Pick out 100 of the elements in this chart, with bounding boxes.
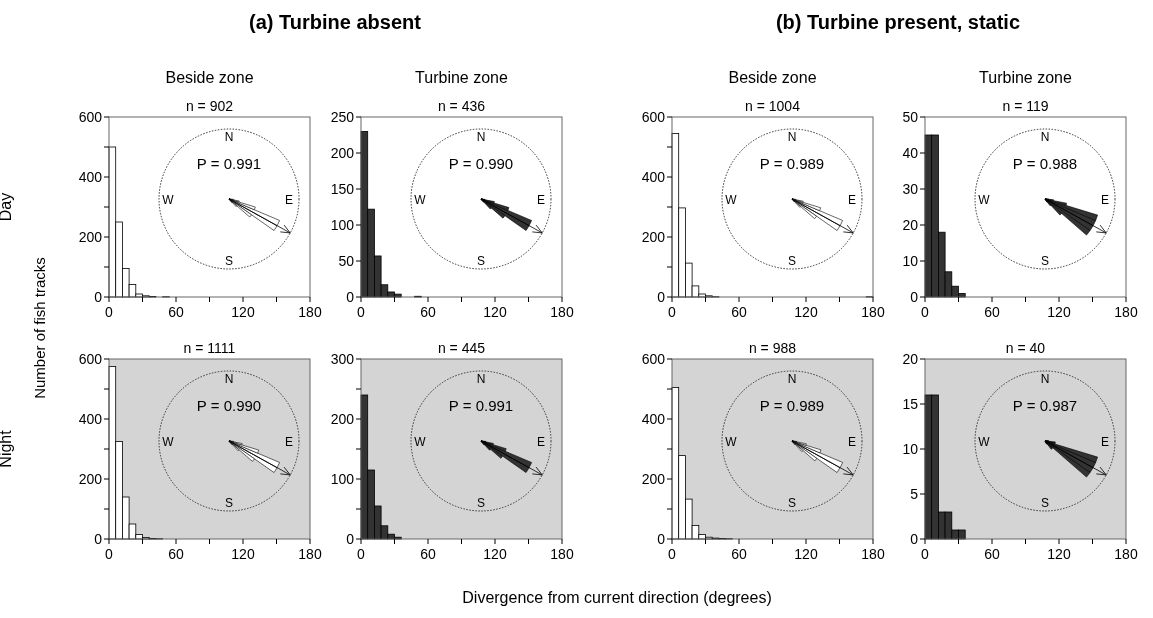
x-tick-label: 0 <box>668 546 677 562</box>
annotation: W <box>414 193 427 207</box>
annotation: N <box>787 372 797 386</box>
chart-title: n = 988 <box>748 340 797 356</box>
y-tick-label: 600 <box>641 108 666 125</box>
annotation: P = 0.991 <box>196 155 262 172</box>
chart-title: n = 1111 <box>183 340 236 356</box>
x-tick-label: 60 <box>984 304 1000 320</box>
y-tick-label: 15 <box>902 395 919 412</box>
chart-title: n = 40 <box>1005 340 1046 356</box>
annotation: E <box>847 193 857 207</box>
y-tick-label: 600 <box>78 350 103 367</box>
y-tick-label: 0 <box>346 530 355 547</box>
y-tick-label: 0 <box>657 530 666 547</box>
x-tick-label: 180 <box>550 304 574 320</box>
chart-title: n = 902 <box>185 98 234 114</box>
y-tick-label: 0 <box>94 530 103 547</box>
x-tick-label: 120 <box>1047 546 1071 562</box>
y-tick-label: 200 <box>78 228 103 245</box>
x-tick-label: 120 <box>794 546 818 562</box>
x-tick-label: 180 <box>550 546 574 562</box>
annotation: S <box>224 496 234 510</box>
annotation: P = 0.989 <box>759 397 825 414</box>
y-tick-label: 50 <box>338 252 355 269</box>
x-axis-title: Divergence from current direction (degrees) <box>462 589 772 606</box>
annotation: S <box>1040 496 1050 510</box>
y-tick-label: 300 <box>330 350 355 367</box>
y-tick-label: 20 <box>902 350 919 367</box>
annotation: W <box>162 435 175 449</box>
y-tick-label: 200 <box>330 144 355 161</box>
annotation: P = 0.987 <box>1012 397 1078 414</box>
annotation: P = 0.989 <box>759 155 825 172</box>
x-tick-label: 60 <box>984 546 1000 562</box>
annotation: W <box>978 193 991 207</box>
x-tick-label: 60 <box>420 546 436 562</box>
x-tick-label: 0 <box>105 546 114 562</box>
text: (b) Turbine present, static <box>775 11 1021 33</box>
y-tick-label: 400 <box>78 410 103 427</box>
y-tick-label: 200 <box>78 470 103 487</box>
chart-title: n = 119 <box>1002 98 1049 114</box>
annotation: E <box>284 435 294 449</box>
text: Day <box>0 192 14 222</box>
chart-title: n = 1004 <box>745 98 801 114</box>
text: Beside zone <box>728 69 817 86</box>
x-tick-label: 0 <box>668 304 677 320</box>
text: (a) Turbine absent <box>249 11 422 33</box>
annotation: E <box>1100 193 1110 207</box>
annotation: S <box>224 254 234 268</box>
x-tick-label: 0 <box>357 546 366 562</box>
y-tick-label: 100 <box>330 216 355 233</box>
annotation: N <box>476 130 486 144</box>
y-tick-label: 200 <box>641 228 666 245</box>
y-tick-label: 0 <box>346 288 355 305</box>
annotation: W <box>162 193 175 207</box>
y-tick-label: 0 <box>657 288 666 305</box>
y-tick-label: 10 <box>902 252 919 269</box>
y-tick-label: 0 <box>910 530 919 547</box>
annotation: P = 0.990 <box>196 397 262 414</box>
x-tick-label: 0 <box>921 304 930 320</box>
y-tick-label: 50 <box>902 108 919 125</box>
annotation: E <box>1100 435 1110 449</box>
x-tick-label: 180 <box>1114 546 1138 562</box>
x-tick-label: 180 <box>861 546 885 562</box>
chart-title: n = 436 <box>437 98 486 114</box>
annotation: S <box>1040 254 1050 268</box>
annotation: S <box>787 496 797 510</box>
annotation: S <box>476 254 486 268</box>
annotation: E <box>536 435 546 449</box>
x-tick-label: 120 <box>483 304 507 320</box>
annotation: E <box>536 193 546 207</box>
y-axis-title: Number of fish tracks <box>31 257 48 399</box>
annotation: N <box>224 130 234 144</box>
x-tick-label: 0 <box>105 304 114 320</box>
y-tick-label: 200 <box>330 410 355 427</box>
annotation: W <box>414 435 427 449</box>
x-tick-label: 120 <box>231 546 255 562</box>
y-tick-label: 600 <box>641 350 666 367</box>
text: Beside zone <box>165 69 254 86</box>
annotation: N <box>476 372 486 386</box>
annotation: N <box>787 130 797 144</box>
y-tick-label: 20 <box>902 216 919 233</box>
text: Turbine zone <box>979 69 1072 86</box>
x-tick-label: 120 <box>231 304 255 320</box>
x-tick-label: 180 <box>298 546 322 562</box>
x-tick-label: 120 <box>483 546 507 562</box>
y-tick-label: 0 <box>910 288 919 305</box>
text: Night <box>0 429 14 468</box>
y-tick-label: 400 <box>641 410 666 427</box>
x-tick-label: 60 <box>420 304 436 320</box>
annotation: N <box>1040 130 1050 144</box>
annotation: E <box>284 193 294 207</box>
y-tick-label: 0 <box>94 288 103 305</box>
y-tick-label: 250 <box>330 108 355 125</box>
annotation: W <box>725 435 738 449</box>
x-tick-label: 120 <box>794 304 818 320</box>
annotation: P = 0.991 <box>448 397 514 414</box>
x-tick-label: 60 <box>168 304 184 320</box>
x-tick-label: 60 <box>168 546 184 562</box>
x-tick-label: 0 <box>357 304 366 320</box>
y-tick-label: 30 <box>902 180 919 197</box>
